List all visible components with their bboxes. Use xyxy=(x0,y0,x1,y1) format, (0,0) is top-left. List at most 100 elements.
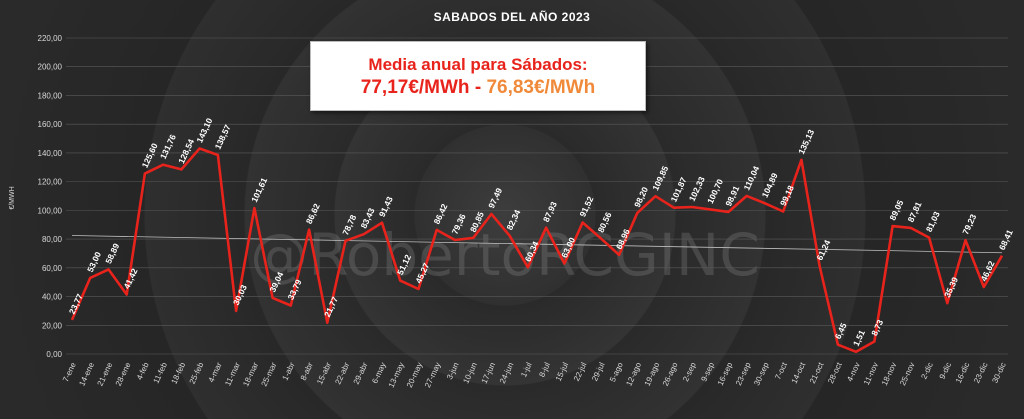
data-label: 35,39 xyxy=(942,275,960,299)
x-tick-label: 8-abr xyxy=(299,361,315,382)
x-tick-label: 28-oct xyxy=(826,360,844,385)
annual-average-heading: Media anual para Sábados: xyxy=(368,55,588,74)
x-tick-label: 25-mar xyxy=(260,361,279,388)
y-tick-label: 40,00 xyxy=(42,293,63,302)
data-label: 1,51 xyxy=(851,328,867,347)
x-tick-label: 27-may xyxy=(423,361,442,389)
x-tick-label: 14-oct xyxy=(790,360,808,385)
annual-average-value-b: 76,83€/MWh xyxy=(486,77,596,98)
data-label: 128,54 xyxy=(176,137,196,165)
x-tick-label: 4-feb xyxy=(135,361,151,382)
x-tick-label: 29-abr xyxy=(352,361,370,386)
annual-average-value-a: 77,17€/MWh xyxy=(360,77,470,98)
x-tick-label: 5-ago xyxy=(608,361,625,384)
x-tick-label: 26-ago xyxy=(661,361,680,388)
data-label: 81,03 xyxy=(924,210,942,234)
data-label: 58,89 xyxy=(103,242,121,266)
annual-average-separator: - xyxy=(469,77,487,98)
series-line-layer xyxy=(70,147,1004,354)
data-label: 97,49 xyxy=(486,186,504,210)
y-tick-label: 120,00 xyxy=(38,178,63,187)
x-tick-label: 21-ene xyxy=(96,361,115,388)
data-label: 125,60 xyxy=(140,141,160,169)
x-tick-label: 2-dic xyxy=(919,361,934,381)
data-label: 87,93 xyxy=(541,200,559,224)
data-label: 102,33 xyxy=(687,175,707,203)
data-label: 68,41 xyxy=(997,228,1015,252)
x-tick-label: 19-ago xyxy=(643,361,662,388)
x-tick-label: 23-dic xyxy=(972,361,989,385)
y-tick-label: 0,00 xyxy=(46,350,62,359)
data-label: 61,24 xyxy=(814,238,832,262)
y-axis-label: €/MWH xyxy=(9,186,16,209)
x-tick-label: 22-jul xyxy=(572,361,589,383)
x-tick-label: 29-jul xyxy=(590,361,607,383)
x-tick-label: 25-nov xyxy=(898,361,916,387)
x-tick-label: 30-sep xyxy=(752,361,771,387)
x-tick-label: 21-oct xyxy=(808,360,826,385)
x-tick-label: 22-abr xyxy=(333,361,351,386)
data-label: 6,45 xyxy=(833,321,849,340)
x-tick-label: 18-mar xyxy=(241,361,260,388)
x-tick-label: 25-feb xyxy=(188,361,206,386)
data-label: 135,13 xyxy=(796,128,816,156)
data-label: 109,85 xyxy=(650,164,670,192)
x-tick-label: 7-ene xyxy=(61,361,78,384)
data-label: 143,10 xyxy=(194,116,214,144)
x-tick-label: 7-oct xyxy=(773,360,789,381)
data-label: 101,87 xyxy=(669,175,689,203)
data-label: 99,18 xyxy=(778,184,796,208)
y-tick-label: 20,00 xyxy=(42,321,63,330)
x-tick-label: 3-jun xyxy=(445,361,461,381)
x-tick-label: 24-jun xyxy=(498,361,516,385)
x-tick-label: 1-abr xyxy=(281,361,297,382)
annual-average-values: 77,17€/MWh - 76,83€/MWh xyxy=(311,76,645,100)
y-tick-label: 140,00 xyxy=(38,149,63,158)
x-tick-label: 8-jul xyxy=(537,361,552,379)
x-tick-label: 10-jun xyxy=(461,361,479,385)
data-label: 41,42 xyxy=(121,267,139,291)
x-tick-label: 13-may xyxy=(387,361,406,389)
data-label: 91,43 xyxy=(377,195,395,219)
x-tick-label: 4-nov xyxy=(845,361,862,383)
x-tick-label: 4-mar xyxy=(207,361,224,384)
watermark: @RobertoRCGINC xyxy=(250,221,760,289)
grid-layer xyxy=(66,37,1008,355)
x-tick-label: 18-feb xyxy=(169,361,187,386)
x-tick-label: 18-nov xyxy=(880,361,898,387)
x-tick-label: 9-dic xyxy=(938,361,953,381)
annual-average-box: Media anual para Sábados: 77,17€/MWh - 7… xyxy=(310,41,646,111)
x-tick-label: 14-ene xyxy=(77,361,96,388)
x-tick-label: 17-jun xyxy=(480,361,498,385)
x-tick-label: 23-sep xyxy=(734,361,753,387)
data-label: 89,05 xyxy=(887,198,905,222)
x-tick-label: 16-dic xyxy=(954,361,971,385)
y-tick-label: 200,00 xyxy=(38,63,63,72)
x-tick-label: 11-nov xyxy=(862,361,880,386)
data-label: 87,81 xyxy=(906,200,924,224)
x-tick-label: 30-dic xyxy=(990,361,1007,385)
x-tick-label: 11-mar xyxy=(223,361,242,388)
data-label: 131,76 xyxy=(158,133,178,161)
y-tick-label: 100,00 xyxy=(38,206,63,215)
data-label: 79,23 xyxy=(960,212,978,236)
x-tick-label: 2-sep xyxy=(681,361,698,383)
data-label: 53,00 xyxy=(85,250,103,274)
series-line xyxy=(70,147,1004,354)
data-label: 23,77 xyxy=(67,292,85,316)
x-tick-label: 6-may xyxy=(370,361,388,385)
x-tick-label: 9-sep xyxy=(699,361,716,383)
x-tick-label: 28-ene xyxy=(114,361,133,388)
y-tick-label: 160,00 xyxy=(38,120,63,129)
y-tick-label: 180,00 xyxy=(38,91,63,100)
x-tick-label: 16-sep xyxy=(716,361,735,387)
y-tick-label: 80,00 xyxy=(42,235,63,244)
x-axis-ticks: 7-ene 14-ene 21-ene 28-ene 4-feb 11-feb 18-feb… xyxy=(61,360,1008,389)
y-axis-ticks: 0,00 20,00 40,00 60,00 80,00 100,00 120,00 140,… xyxy=(38,34,63,359)
x-tick-label: 20-may xyxy=(405,361,424,389)
x-tick-label: 15-abr xyxy=(315,361,333,386)
x-tick-label: 11-feb xyxy=(151,361,169,385)
x-tick-label: 1-jul xyxy=(519,361,534,379)
